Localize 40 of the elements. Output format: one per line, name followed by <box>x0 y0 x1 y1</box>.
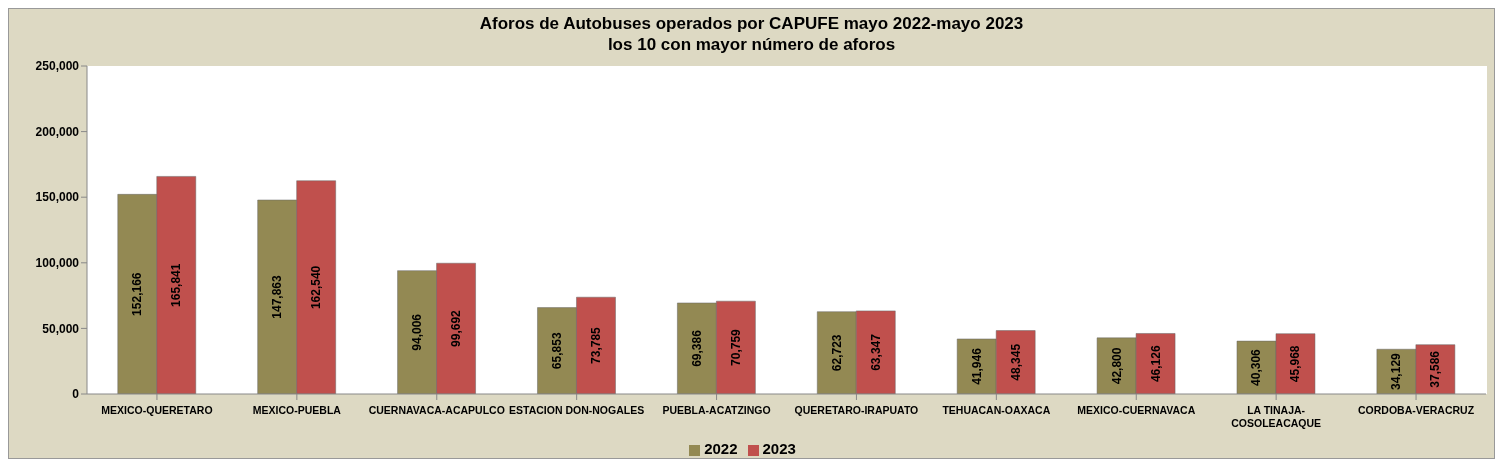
x-tick-label: QUERETARO-IRAPUATO <box>794 404 919 416</box>
x-tick-label: TEHUACAN-OAXACA <box>942 404 1051 416</box>
legend-label: 2022 <box>704 440 738 457</box>
x-tick-label: CORDOBA-VERACRUZ <box>1358 404 1475 416</box>
x-tick-label: MEXICO-PUEBLA <box>252 404 342 416</box>
data-label: 40,306 <box>1249 348 1264 386</box>
data-label: 34,129 <box>1389 352 1404 390</box>
chart-subtitle: los 10 con mayor número de aforos <box>606 34 897 55</box>
y-tick-label: 250,000 <box>35 59 80 74</box>
data-label: 152,166 <box>130 272 145 316</box>
data-label: 73,785 <box>588 326 603 364</box>
legend-label: 2023 <box>762 440 796 457</box>
data-label: 62,723 <box>829 334 844 372</box>
y-tick-label: 200,000 <box>35 124 80 139</box>
data-label: 69,386 <box>689 329 704 367</box>
data-label: 162,540 <box>309 265 324 310</box>
data-label: 94,006 <box>410 313 425 351</box>
x-tick-label: CUERNAVACA-ACAPULCO <box>368 404 505 416</box>
chart-title: Aforos de Autobuses operados por CAPUFE mayo 2022-mayo 2023 <box>478 13 1025 34</box>
data-label: 37,586 <box>1428 350 1443 388</box>
x-tick-label: MEXICO-CUERNAVACA <box>1077 404 1196 416</box>
y-tick-label: 50,000 <box>42 321 80 336</box>
x-tick-label: LA TINAJA-COSOLEACAQUE <box>1231 404 1322 429</box>
y-tick-label: 150,000 <box>35 190 80 205</box>
data-label: 65,853 <box>549 332 564 370</box>
data-label: 165,841 <box>169 263 184 307</box>
x-tick-label: MEXICO-QUERETARO <box>101 404 213 416</box>
x-tick-label: PUEBLA-ACATZINGO <box>662 404 771 416</box>
data-label: 147,863 <box>270 274 285 319</box>
data-label: 99,692 <box>449 309 464 347</box>
data-label: 63,347 <box>868 333 883 371</box>
data-label: 70,759 <box>728 328 743 366</box>
y-tick-label: 100,000 <box>35 256 80 271</box>
data-label: 42,800 <box>1109 347 1124 385</box>
data-label: 48,345 <box>1008 343 1023 381</box>
data-label: 41,946 <box>969 347 984 385</box>
data-label: 46,126 <box>1148 345 1163 383</box>
y-tick-label: 0 <box>72 387 80 402</box>
x-tick-label: ESTACION DON-NOGALES <box>509 404 645 416</box>
data-label: 45,968 <box>1288 345 1303 383</box>
